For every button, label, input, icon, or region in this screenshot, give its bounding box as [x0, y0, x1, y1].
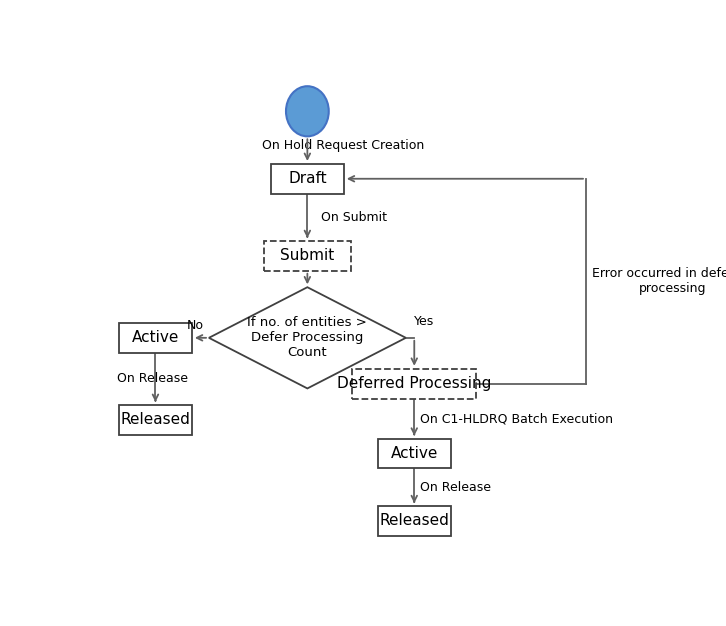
Text: No: No — [187, 319, 203, 332]
Text: Yes: Yes — [415, 315, 435, 328]
Text: On C1-HLDRQ Batch Execution: On C1-HLDRQ Batch Execution — [420, 412, 613, 425]
FancyBboxPatch shape — [378, 506, 451, 536]
Text: On Submit: On Submit — [322, 211, 388, 224]
Text: On Release: On Release — [420, 481, 491, 494]
Text: Active: Active — [391, 446, 438, 461]
Text: Error occurred in deferred
processing: Error occurred in deferred processing — [592, 267, 726, 295]
Text: On Release: On Release — [117, 372, 188, 385]
FancyBboxPatch shape — [378, 439, 451, 468]
FancyBboxPatch shape — [352, 369, 476, 399]
Text: Released: Released — [380, 513, 449, 528]
Text: On Hold Request Creation: On Hold Request Creation — [262, 138, 425, 151]
Text: Released: Released — [121, 413, 190, 428]
FancyBboxPatch shape — [264, 241, 351, 271]
Text: Draft: Draft — [288, 172, 327, 187]
FancyBboxPatch shape — [119, 405, 192, 434]
Text: Active: Active — [131, 331, 179, 346]
Text: Submit: Submit — [280, 249, 335, 264]
Text: Deferred Processing: Deferred Processing — [337, 376, 492, 391]
Text: If no. of entities >
Defer Processing
Count: If no. of entities > Defer Processing Co… — [248, 316, 367, 359]
Ellipse shape — [286, 86, 329, 136]
FancyBboxPatch shape — [119, 323, 192, 353]
Polygon shape — [209, 287, 406, 388]
FancyBboxPatch shape — [271, 164, 344, 193]
